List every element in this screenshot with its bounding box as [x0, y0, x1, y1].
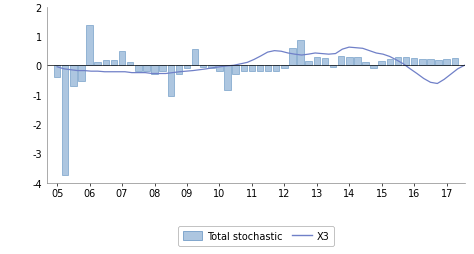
Bar: [176, 66, 182, 75]
Bar: [379, 62, 385, 66]
Bar: [443, 60, 450, 66]
Bar: [192, 50, 198, 66]
Bar: [452, 59, 458, 66]
Bar: [314, 57, 320, 66]
Bar: [200, 66, 207, 68]
Bar: [102, 61, 109, 66]
Bar: [338, 57, 345, 66]
Bar: [232, 66, 239, 74]
Bar: [216, 66, 223, 71]
Bar: [143, 66, 150, 71]
Bar: [362, 62, 369, 66]
Bar: [297, 41, 304, 66]
Bar: [273, 66, 280, 71]
Bar: [62, 66, 69, 176]
Bar: [167, 66, 174, 97]
Bar: [78, 66, 85, 82]
Legend: Total stochastic, X3: Total stochastic, X3: [178, 226, 334, 246]
Bar: [281, 66, 288, 69]
Bar: [54, 66, 60, 78]
Bar: [387, 60, 393, 66]
Bar: [411, 59, 418, 66]
Bar: [265, 66, 272, 71]
Bar: [86, 26, 93, 66]
Bar: [305, 62, 312, 66]
Bar: [354, 58, 361, 66]
Bar: [224, 66, 231, 91]
Bar: [70, 66, 77, 86]
Bar: [346, 58, 353, 66]
Bar: [208, 66, 215, 69]
Bar: [427, 60, 434, 66]
Bar: [159, 66, 166, 71]
Bar: [395, 57, 401, 66]
Bar: [184, 66, 190, 69]
Bar: [322, 59, 328, 66]
Bar: [127, 63, 133, 66]
Bar: [240, 66, 247, 71]
Bar: [249, 66, 255, 71]
Bar: [119, 51, 125, 66]
Bar: [403, 57, 410, 66]
Bar: [370, 66, 377, 68]
Bar: [289, 49, 296, 66]
Bar: [94, 62, 101, 66]
Bar: [435, 61, 442, 66]
Bar: [135, 66, 142, 71]
Bar: [468, 62, 474, 66]
Bar: [257, 66, 263, 71]
Bar: [111, 61, 117, 66]
Bar: [419, 60, 426, 66]
Bar: [151, 66, 158, 75]
Bar: [330, 66, 336, 68]
